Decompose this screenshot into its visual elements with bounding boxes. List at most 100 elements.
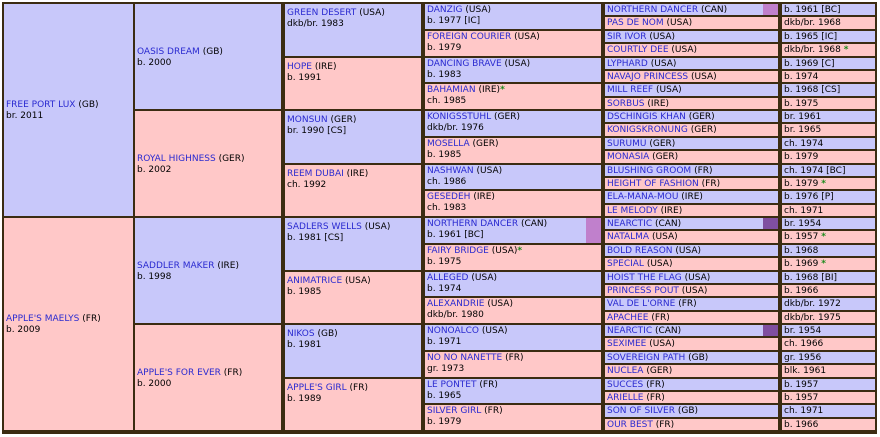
horse-name-link[interactable]: BOLD REASON [607, 246, 673, 256]
horse-name-link[interactable]: KONIGSKRONUNG [607, 125, 688, 135]
horse-name-link[interactable]: HOPE [287, 62, 312, 72]
horse-name-link[interactable]: PAS DE NOM [607, 18, 664, 28]
horse-name-link[interactable]: APPLE'S MAELYS [6, 314, 80, 324]
horse-name-link[interactable]: NORTHERN DANCER [607, 5, 699, 15]
horse-cell-gen4: ALEXANDRIE (USA) dkb/br. 1980 [425, 298, 601, 323]
horse-name-link[interactable]: MILL REEF [607, 85, 654, 95]
inbreeding-marker [586, 218, 601, 243]
horse-info-cell: b. 1974 [782, 71, 875, 82]
horse-info: b. 1981 [CS] [287, 233, 344, 243]
horse-info: b. 1976 [P] [784, 192, 834, 202]
horse-country: (FR) [655, 420, 675, 430]
horse-name-link[interactable]: ROYAL HIGHNESS [137, 153, 216, 164]
horse-info: b. 1969 [784, 259, 819, 269]
horse-info: b. 1957 [784, 232, 819, 242]
horse-info: b. 1966 [784, 420, 819, 430]
horse-name-link[interactable]: SURUMU [607, 139, 647, 149]
horse-name-link[interactable]: NEARCTIC [607, 326, 653, 336]
horse-info-cell: b. 1968 [CS] [782, 84, 875, 96]
horse-info: b. 1985 [427, 150, 462, 160]
horse-name-link[interactable]: DANZIG [427, 5, 463, 15]
horse-name-link[interactable]: HEIGHT OF FASHION [607, 179, 699, 189]
horse-cell-gen5: NAVAJO PRINCESS (USA) [605, 71, 778, 82]
horse-info: b. 1974 [784, 72, 819, 82]
horse-info: ch. 1986 [427, 177, 467, 187]
horse-country: (USA) [656, 85, 682, 95]
horse-name-link[interactable]: FAIRY BRIDGE [427, 246, 489, 256]
horse-info-cell: b. 1957 [782, 379, 875, 390]
horse-name-link[interactable]: DANCING BRAVE [427, 59, 502, 69]
horse-name-link[interactable]: ELA-MANA-MOU [607, 192, 679, 202]
horse-name-link[interactable]: NIKOS [287, 329, 315, 339]
horse-name-link[interactable]: LE MELODY [607, 206, 658, 216]
horse-name-link[interactable]: NONOALCO [427, 326, 480, 336]
horse-name-link[interactable]: APACHEE [607, 313, 649, 323]
horse-name-link[interactable]: NORTHERN DANCER [427, 219, 519, 229]
horse-name-link[interactable]: PRINCESS POUT [607, 286, 679, 296]
horse-cell-gen4: NORTHERN DANCER (CAN) b. 1961 [BC] [425, 218, 601, 243]
horse-name-link[interactable]: ARIELLE [607, 393, 644, 403]
horse-country: (USA) [684, 273, 711, 283]
horse-name-link[interactable]: BLUSHING GROOM [607, 166, 692, 176]
horse-name-link[interactable]: NUCLEA [607, 366, 644, 376]
horse-name-link[interactable]: FOREIGN COURIER [427, 32, 512, 42]
horse-name-link[interactable]: APPLE'S GIRL [287, 383, 347, 393]
horse-name-link[interactable]: LYPHARD [607, 59, 648, 69]
horse-name-link[interactable]: BAHAMIAN [427, 85, 476, 95]
horse-name-link[interactable]: KONIGSSTUHL [427, 112, 492, 122]
horse-name-link[interactable]: SADLERS WELLS [287, 222, 362, 232]
horse-name-link[interactable]: SPECIAL [607, 259, 644, 269]
star-icon: * [821, 179, 826, 189]
horse-name-link[interactable]: NATALMA [607, 232, 650, 242]
horse-cell-gen1: APPLE'S MAELYS (FR) b. 2009 [4, 218, 133, 430]
horse-name-link[interactable]: MOSELLA [427, 139, 470, 149]
horse-name-link[interactable]: MONASIA [607, 152, 650, 162]
horse-name-link[interactable]: MONSUN [287, 115, 328, 125]
horse-info-cell: dkb/br. 1975 [782, 312, 875, 323]
horse-name-link[interactable]: NO NO NANETTE [427, 353, 503, 363]
star-icon: * [843, 45, 849, 55]
horse-country: (GER) [330, 115, 357, 125]
horse-name-link[interactable]: NASHWAN [427, 166, 474, 176]
horse-name-link[interactable]: ALLEGED [427, 273, 469, 283]
horse-cell-gen5: SPECIAL (USA) [605, 258, 778, 270]
horse-info: ch. 1971 [784, 206, 824, 216]
horse-cell-gen5: VAL DE L'ORNE (FR) [605, 298, 778, 310]
horse-name-link[interactable]: SOVEREIGN PATH [607, 353, 686, 363]
horse-name-link[interactable]: SEXIMEE [607, 339, 647, 349]
horse-info: b. 1975 [427, 257, 462, 267]
horse-name-link[interactable]: SUCCES [607, 380, 644, 390]
horse-name-link[interactable]: DSCHINGIS KHAN [607, 112, 686, 122]
horse-info: b. 2000 [137, 57, 172, 68]
horse-name-link[interactable]: VAL DE L'ORNE [607, 299, 676, 309]
horse-country: (GB) [317, 329, 338, 339]
horse-cell-gen5: MONASIA (GER) [605, 151, 778, 163]
horse-name-link[interactable]: OUR BEST [607, 420, 653, 430]
horse-name-link[interactable]: SADDLER MAKER [137, 260, 215, 271]
horse-name-link[interactable]: SILVER GIRL [427, 406, 482, 416]
horse-name-link[interactable]: NEARCTIC [607, 219, 653, 229]
horse-name-link[interactable]: GREEN DESERT [287, 8, 357, 18]
horse-info: b. 1957 [784, 380, 819, 390]
horse-name-link[interactable]: OASIS DREAM [137, 46, 200, 57]
horse-name-link[interactable]: SON OF SILVER [607, 406, 676, 416]
horse-name-link[interactable]: NAVAJO PRINCESS [607, 72, 689, 82]
horse-name-link[interactable]: ANIMATRICE [287, 276, 343, 286]
horse-country: (IRE) [681, 192, 703, 202]
horse-country: (GB) [688, 353, 709, 363]
horse-cell-gen4: BAHAMIAN (IRE)* ch. 1985 [425, 84, 601, 109]
horse-name-link[interactable]: GESEDEH [427, 192, 471, 202]
horse-name-link[interactable]: SIR IVOR [607, 32, 647, 42]
horse-country: (FR) [349, 383, 368, 393]
horse-info: b. 1998 [137, 271, 172, 282]
horse-country: (CAN) [520, 219, 548, 229]
horse-name-link[interactable]: ALEXANDRIE [427, 299, 485, 309]
horse-name-link[interactable]: APPLE'S FOR EVER [137, 367, 221, 378]
horse-country: (USA) [359, 8, 385, 18]
horse-name-link[interactable]: HOIST THE FLAG [607, 273, 682, 283]
horse-name-link[interactable]: COURTLY DEE [607, 45, 669, 55]
horse-name-link[interactable]: FREE PORT LUX [6, 100, 76, 110]
horse-name-link[interactable]: SORBUS [607, 99, 645, 109]
horse-name-link[interactable]: REEM DUBAI [287, 169, 344, 179]
horse-name-link[interactable]: LE PONTET [427, 380, 477, 390]
